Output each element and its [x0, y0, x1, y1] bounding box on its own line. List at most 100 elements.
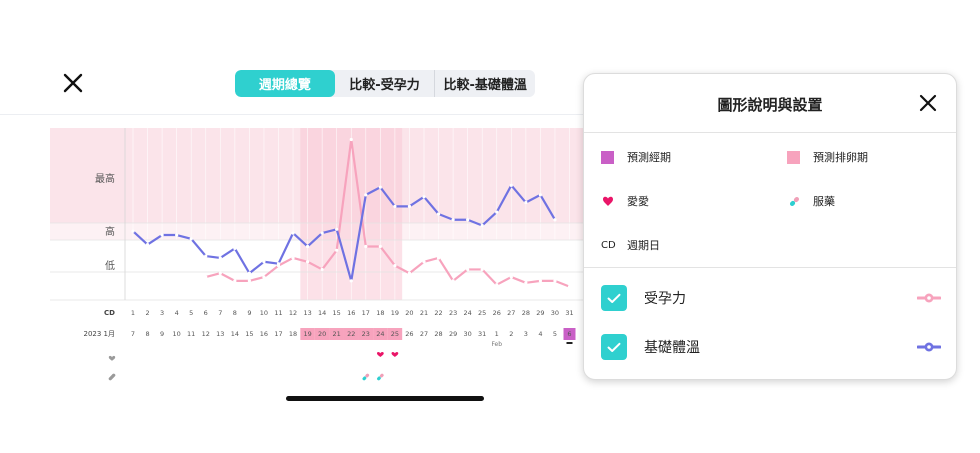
fertility-point: [451, 279, 455, 283]
fertility-line-icon: [917, 293, 941, 303]
bbt-point: [451, 218, 455, 222]
cd-day-label: 13: [303, 309, 311, 317]
bbt-point: [204, 254, 208, 258]
legend-label: 愛愛: [627, 195, 649, 208]
fertility-point: [524, 281, 528, 285]
cd-abbrev: CD: [601, 239, 616, 251]
cycle-chart: 最高 高 低 CD 2023 1月 1 2 3 4 5 6 7 8 9 10 11 12 13 14 15 1…: [50, 128, 590, 381]
ovulation-date-cell: [343, 328, 359, 340]
bbt-checkbox[interactable]: [601, 334, 627, 360]
heart-icon: [601, 196, 615, 207]
fertility-point: [233, 279, 237, 283]
cd-day-label: 2: [145, 309, 149, 317]
close-icon[interactable]: [62, 72, 84, 94]
ovulation-swatch: [787, 150, 800, 164]
bbt-point: [262, 260, 266, 264]
bbt-point: [306, 244, 310, 249]
tab-compare-fertility[interactable]: 比較-受孕力: [335, 70, 436, 97]
fertility-point: [393, 264, 397, 268]
fertility-point: [480, 267, 484, 272]
date-label: 3: [524, 330, 528, 338]
bbt-point: [538, 193, 543, 197]
cd-day-label: 23: [449, 309, 457, 317]
legend-label: 預測排卵期: [813, 151, 868, 164]
pill-icon: [362, 373, 370, 381]
date-label: 7: [131, 330, 135, 338]
bbt-point: [466, 218, 470, 222]
fertility-checkbox[interactable]: [601, 285, 627, 311]
date-label: 5: [553, 330, 557, 338]
bbt-point: [495, 210, 499, 214]
fertility-point: [306, 260, 310, 264]
cd-day-label: 15: [333, 309, 341, 317]
bbt-point: [436, 212, 441, 216]
cd-day-label: 6: [204, 309, 208, 317]
cd-day-label: 7: [218, 309, 222, 317]
bbt-point: [291, 231, 295, 235]
y-label-high: 高: [105, 225, 115, 238]
marker-layer: [362, 351, 399, 381]
date-label: 15: [245, 330, 253, 338]
tab-cycle-overview[interactable]: 週期總覽: [235, 70, 335, 97]
date-label: 25: [391, 330, 399, 338]
cd-day-label: 27: [507, 309, 515, 317]
heart-icon: [376, 351, 384, 357]
date-label: 30: [464, 330, 472, 338]
cd-day-label: 9: [247, 309, 251, 317]
ovulation-date-cell: [373, 328, 388, 340]
pill-row-icon: [108, 373, 116, 381]
fertility-point: [247, 279, 251, 283]
cd-day-label: 17: [362, 309, 370, 317]
fertility-point: [538, 279, 543, 283]
fertility-point: [218, 271, 222, 275]
date-label: 22: [347, 330, 355, 338]
panel-divider: [584, 132, 956, 133]
toggle-fertility[interactable]: 受孕力: [601, 285, 941, 311]
cd-day-label: 5: [189, 309, 193, 317]
date-label: 4: [538, 330, 542, 338]
fertility-point: [422, 260, 426, 264]
fertility-label: 受孕力: [644, 291, 686, 307]
fertility-point: [349, 137, 353, 142]
fertility-point: [567, 285, 572, 289]
date-label: 12: [202, 330, 210, 338]
view-tabs: 週期總覽 比較-受孕力 比較-基礎體溫: [235, 70, 535, 97]
date-label: 23: [362, 330, 370, 338]
y-label-highest: 最高: [95, 172, 115, 185]
legend-label: 週期日: [627, 239, 660, 252]
bbt-point: [524, 200, 528, 205]
date-label: 8: [145, 330, 149, 338]
close-icon[interactable]: [918, 93, 938, 113]
panel-title: 圖形說明與設置: [717, 96, 823, 114]
cd-day-label: 1: [131, 309, 135, 317]
bbt-point: [378, 185, 382, 189]
cd-day-label: 30: [551, 309, 559, 317]
date-label: 26: [405, 330, 413, 338]
fertility-point: [320, 267, 324, 272]
cd-day-label: 21: [420, 309, 428, 317]
bbt-point: [509, 183, 513, 187]
date-label: 1: [495, 330, 499, 338]
header-divider: [0, 114, 590, 115]
chart-grid: [50, 128, 590, 301]
heart-icon: [391, 351, 399, 357]
fertility-point: [364, 244, 368, 249]
date-label: 17: [274, 330, 282, 338]
ovulation-date-cell: [358, 328, 374, 340]
date-label: 11: [187, 330, 195, 338]
feb-label: Feb: [491, 341, 502, 348]
toggle-bbt[interactable]: 基礎體溫: [601, 334, 941, 360]
series-layer: [131, 137, 572, 289]
y-label-low: 低: [105, 259, 115, 272]
cd-day-label: 10: [260, 309, 268, 317]
home-indicator: [286, 396, 484, 401]
legend-love: 愛愛: [601, 193, 649, 209]
cd-day-label: 24: [464, 309, 472, 317]
bbt-point: [553, 218, 557, 222]
bbt-point: [247, 271, 251, 275]
date-label: 18: [289, 330, 297, 338]
fertility-line: [205, 138, 570, 288]
fertility-point: [262, 275, 266, 279]
tab-compare-bbt[interactable]: 比較-基礎體溫: [443, 78, 527, 93]
today-indicator: [566, 342, 573, 344]
